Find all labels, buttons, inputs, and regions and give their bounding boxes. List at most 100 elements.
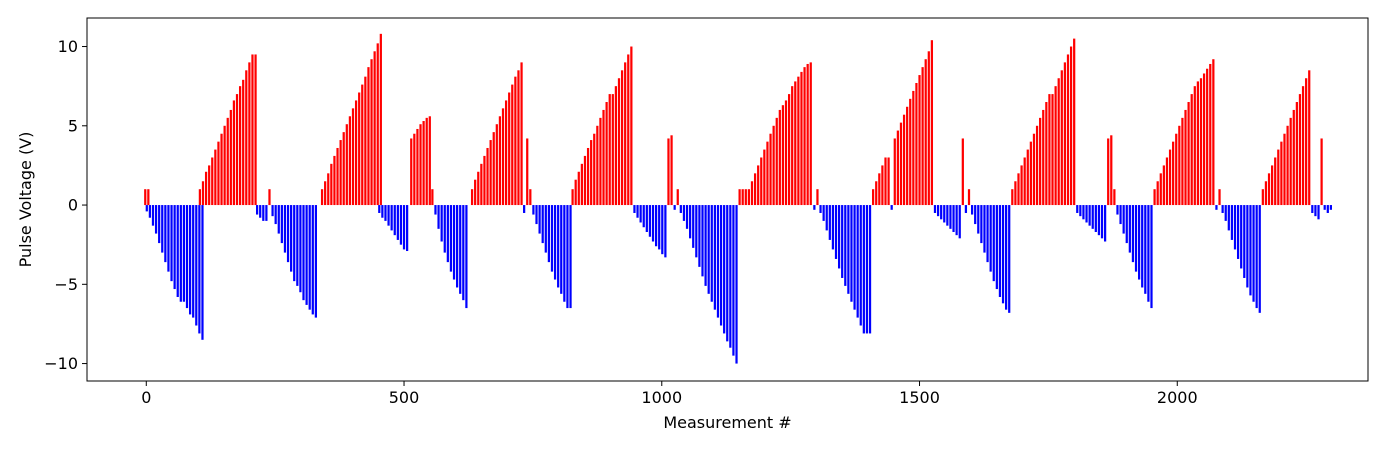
bar bbox=[1323, 205, 1326, 210]
bar bbox=[952, 205, 955, 232]
bar bbox=[164, 205, 167, 263]
bar bbox=[422, 121, 425, 206]
bar bbox=[608, 94, 611, 206]
bar bbox=[1329, 205, 1332, 210]
bar bbox=[1039, 117, 1042, 206]
bar bbox=[1119, 205, 1122, 225]
bar bbox=[633, 205, 636, 213]
bar bbox=[1060, 70, 1063, 206]
bar bbox=[1206, 68, 1209, 206]
bar bbox=[526, 138, 529, 206]
bar bbox=[1097, 205, 1101, 236]
bar bbox=[1221, 205, 1224, 213]
bar bbox=[413, 133, 416, 206]
y-axis-label: Pulse Voltage (V) bbox=[16, 132, 35, 268]
bar bbox=[1196, 81, 1199, 206]
bar bbox=[958, 205, 961, 239]
bar bbox=[787, 94, 791, 206]
bar bbox=[813, 205, 816, 210]
bar bbox=[834, 205, 838, 259]
bar bbox=[624, 62, 627, 206]
bar bbox=[1138, 205, 1141, 280]
bar bbox=[151, 205, 155, 226]
bar bbox=[1212, 59, 1215, 206]
bar bbox=[1066, 54, 1070, 206]
bar bbox=[498, 116, 502, 206]
bar bbox=[1110, 135, 1113, 206]
bar bbox=[381, 205, 384, 218]
bar bbox=[868, 205, 872, 334]
bar bbox=[1134, 205, 1138, 272]
bar bbox=[583, 155, 587, 206]
bar bbox=[803, 67, 806, 206]
bar bbox=[1184, 109, 1187, 206]
bar bbox=[456, 205, 459, 288]
bar bbox=[1218, 189, 1221, 206]
bar bbox=[654, 205, 658, 247]
bar bbox=[431, 189, 434, 206]
bar bbox=[704, 205, 707, 286]
bar bbox=[983, 205, 986, 253]
bar bbox=[154, 205, 158, 234]
bars-group bbox=[144, 33, 1332, 364]
bar bbox=[483, 155, 486, 206]
bar bbox=[1267, 173, 1271, 206]
bar bbox=[1271, 165, 1274, 206]
bar bbox=[1286, 125, 1289, 206]
bar bbox=[738, 189, 741, 206]
bar bbox=[185, 205, 189, 309]
bar bbox=[781, 105, 785, 206]
bar bbox=[936, 205, 940, 217]
y-tick-label: −10 bbox=[44, 354, 78, 373]
bar bbox=[256, 205, 259, 215]
bar bbox=[1141, 205, 1144, 288]
bar bbox=[259, 205, 262, 218]
bar bbox=[1103, 205, 1107, 242]
bar bbox=[354, 100, 358, 206]
bar bbox=[1113, 189, 1116, 206]
bar bbox=[645, 205, 648, 232]
x-tick-label: 1500 bbox=[899, 388, 940, 407]
bar bbox=[1107, 138, 1110, 206]
bar bbox=[797, 76, 800, 206]
bar bbox=[214, 149, 217, 206]
bar bbox=[299, 205, 302, 293]
bar bbox=[1054, 86, 1057, 206]
bar bbox=[1020, 165, 1023, 206]
bar bbox=[1088, 205, 1091, 226]
bar bbox=[474, 179, 477, 206]
bar bbox=[324, 181, 327, 206]
bar bbox=[642, 205, 645, 228]
bar bbox=[927, 51, 930, 206]
bar bbox=[387, 205, 390, 226]
bar bbox=[280, 205, 283, 244]
bar bbox=[1224, 205, 1227, 221]
bar bbox=[517, 70, 520, 206]
bar bbox=[268, 189, 271, 206]
bar bbox=[794, 81, 797, 206]
bar bbox=[351, 108, 355, 206]
bar bbox=[980, 205, 983, 244]
bar bbox=[850, 205, 853, 302]
bar bbox=[514, 76, 517, 206]
bar bbox=[425, 117, 428, 206]
bar bbox=[574, 179, 577, 206]
bar bbox=[211, 157, 214, 206]
bar bbox=[955, 205, 958, 236]
bar bbox=[495, 124, 498, 206]
bar bbox=[173, 205, 176, 290]
bar bbox=[1091, 205, 1094, 229]
bar bbox=[766, 141, 769, 206]
bar bbox=[1326, 205, 1329, 213]
bar bbox=[333, 155, 336, 206]
bar bbox=[1240, 205, 1243, 269]
bar bbox=[611, 94, 614, 206]
bar bbox=[1014, 181, 1017, 206]
bar bbox=[1246, 205, 1249, 288]
bar bbox=[147, 189, 150, 206]
bar bbox=[477, 171, 480, 206]
bar bbox=[376, 43, 379, 206]
bar bbox=[1317, 205, 1320, 220]
bar bbox=[778, 109, 781, 206]
